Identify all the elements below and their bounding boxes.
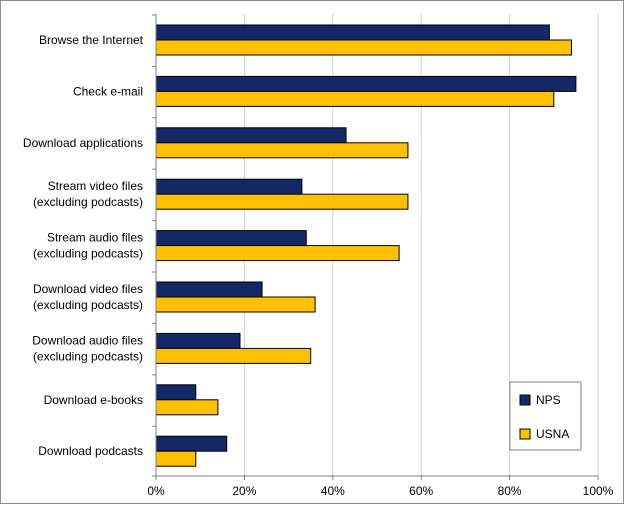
category-label: Stream video files (excluding podcasts) [33, 179, 143, 209]
legend-label-usna: USNA [536, 427, 569, 441]
category-label: Check e-mail [73, 84, 143, 98]
category-label-line: (excluding podcasts) [33, 349, 143, 363]
bars [155, 24, 577, 467]
legend-label-nps: NPS [536, 393, 561, 407]
category-labels: Browse the Internet Check e-mail Download … [23, 33, 144, 458]
bar-nps-1 [155, 75, 577, 92]
category-label-line: (excluding podcasts) [33, 247, 143, 261]
bar-nps-0 [155, 24, 550, 41]
category-label-line: Check e-mail [73, 84, 143, 98]
bar-usna-2 [155, 142, 409, 159]
category-label-line: Stream audio files [47, 231, 143, 245]
category-label: Download podcasts [38, 444, 143, 458]
category-label-line: Download applications [23, 136, 143, 150]
bar-nps-2 [155, 127, 347, 144]
x-tick-label: 20% [232, 484, 256, 498]
legend-swatch-nps [519, 394, 531, 406]
bar-usna-8 [155, 450, 197, 467]
bar-nps-5 [155, 281, 263, 298]
bar-usna-5 [155, 296, 316, 313]
legend-swatch-usna [519, 428, 531, 440]
category-label-line: Download podcasts [38, 444, 143, 458]
category-label-line: Download e-books [44, 393, 143, 407]
legend: NPS USNA [509, 381, 582, 451]
category-label: Download audio files (excluding podcasts) [32, 333, 143, 363]
bar-nps-8 [155, 435, 228, 452]
category-label-line: Stream video files [48, 179, 143, 193]
category-label: Download applications [23, 136, 143, 150]
bar-usna-6 [155, 347, 312, 364]
x-tick-label: 100% [583, 484, 614, 498]
category-label-line: Download audio files [32, 333, 143, 347]
category-label-line: Browse the Internet [39, 33, 144, 47]
category-label: Stream audio files (excluding podcasts) [33, 231, 143, 261]
category-label-line: (excluding podcasts) [33, 298, 143, 312]
bar-usna-1 [155, 90, 555, 107]
x-tick-label: 40% [321, 484, 345, 498]
bar-nps-4 [155, 230, 307, 247]
bar-nps-6 [155, 332, 241, 349]
x-tick-label: 60% [409, 484, 433, 498]
category-label-line: Download video files [33, 282, 143, 296]
category-label-line: (excluding podcasts) [33, 195, 143, 209]
bar-nps-7 [155, 384, 197, 401]
bar-usna-3 [155, 193, 409, 210]
x-tick-label: 80% [498, 484, 522, 498]
bar-usna-4 [155, 245, 400, 262]
bar-usna-0 [155, 39, 572, 56]
x-tick-label: 0% [147, 484, 165, 498]
axes: 0% 20% 40% 60% 80% 100% [147, 14, 614, 498]
category-label: Download e-books [44, 393, 143, 407]
category-label: Browse the Internet [39, 33, 144, 47]
bar-usna-7 [155, 399, 219, 416]
category-label: Download video files (excluding podcasts) [33, 282, 143, 312]
bar-nps-3 [155, 178, 303, 195]
